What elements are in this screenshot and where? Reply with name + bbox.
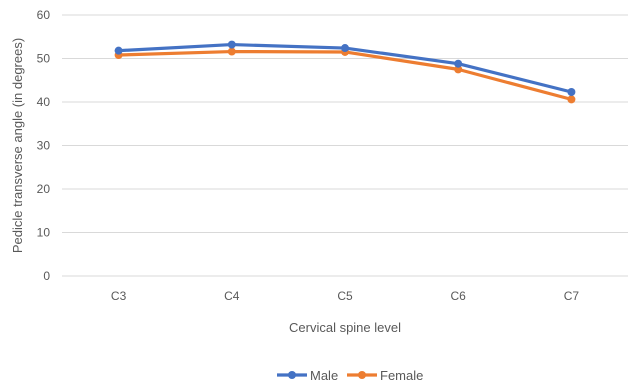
y-tick-label: 30 — [37, 139, 51, 153]
data-point-male — [454, 59, 463, 68]
y-tick-label: 0 — [43, 269, 50, 283]
x-tick-label: C7 — [564, 289, 580, 303]
series-lines — [114, 40, 576, 104]
x-tick-label: C3 — [111, 289, 127, 303]
x-tick-label: C5 — [337, 289, 353, 303]
data-point-male — [114, 46, 123, 55]
x-tick-label: C6 — [451, 289, 467, 303]
x-axis-ticks: C3 C4 C5 C6 C7 — [111, 289, 579, 303]
y-axis-title: Pedicle transverse angle (in degrees) — [10, 38, 25, 253]
y-tick-label: 50 — [37, 52, 51, 66]
data-point-female — [454, 65, 463, 74]
x-axis-title: Cervical spine level — [289, 320, 401, 335]
y-tick-label: 20 — [37, 182, 51, 196]
y-tick-label: 10 — [37, 226, 51, 240]
data-point-male — [227, 40, 236, 49]
legend-marker-female — [358, 371, 366, 379]
x-tick-label: C4 — [224, 289, 240, 303]
gridlines — [62, 14, 628, 277]
legend-label-male: Male — [310, 368, 338, 383]
y-tick-label: 40 — [37, 95, 51, 109]
legend: Male Female — [277, 368, 423, 383]
data-point-female — [567, 95, 576, 104]
data-point-male — [567, 87, 576, 96]
legend-marker-male — [288, 371, 296, 379]
data-point-male — [341, 44, 349, 53]
y-tick-label: 60 — [37, 8, 51, 22]
legend-label-female: Female — [380, 368, 423, 383]
y-axis-ticks: 0 10 20 30 40 50 60 — [37, 8, 51, 283]
data-point-female — [227, 47, 236, 56]
